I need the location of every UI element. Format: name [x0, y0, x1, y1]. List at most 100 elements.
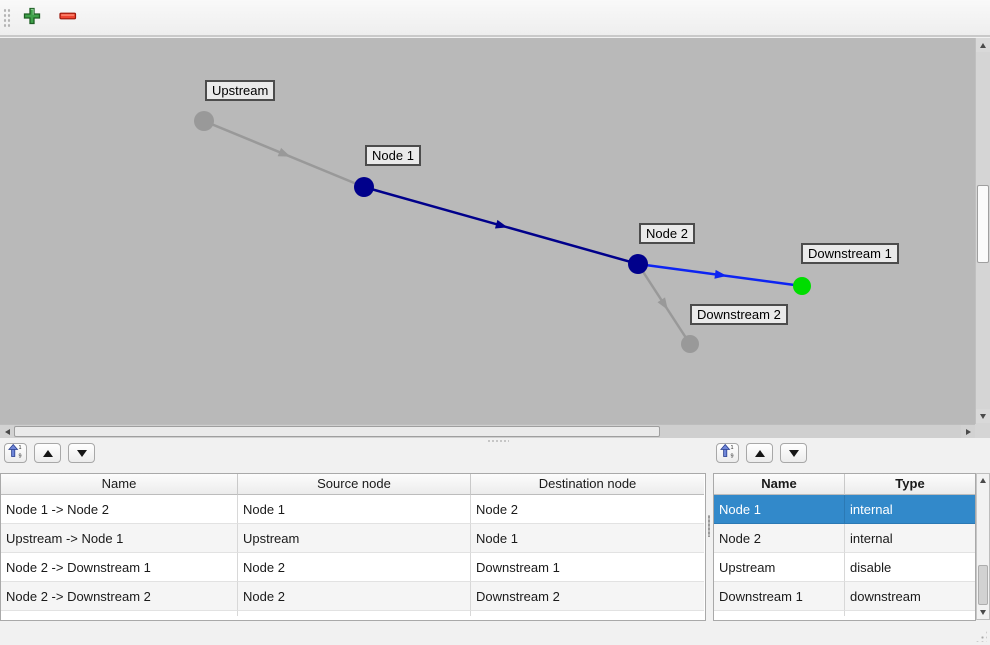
graph-svg: [194, 111, 811, 353]
splitter-grip-icon: [487, 440, 509, 442]
table-header-row: Name Type: [714, 474, 975, 495]
scroll-down-button[interactable]: [977, 606, 989, 619]
column-header[interactable]: Name: [1, 474, 238, 495]
node-label: Node 2: [639, 223, 695, 244]
column-header[interactable]: Source node: [238, 474, 471, 495]
table-cell[interactable]: Downstream 2: [471, 582, 704, 611]
arrow-down-icon: [788, 449, 799, 457]
table-row[interactable]: Upstream disable: [714, 553, 975, 582]
edge-arrow-icon: [277, 147, 291, 157]
sort-ascending-icon: 1 9: [720, 443, 735, 462]
table-cell[interactable]: Node 2: [238, 553, 471, 582]
table-row[interactable]: Node 2 -> Downstream 2 Node 2 Downstream 2: [1, 582, 705, 611]
nodes-table-scrollbar[interactable]: [976, 473, 990, 620]
column-header[interactable]: Destination node: [471, 474, 704, 495]
table-cell[interactable]: internal: [845, 524, 975, 553]
graph-canvas[interactable]: Upstream Node 1 Node 2 Downstream 1 Downstre…: [0, 38, 975, 424]
triangle-left-icon: [4, 428, 10, 435]
table-row[interactable]: Downstream 1 downstream: [714, 582, 975, 611]
table-row[interactable]: Node 1 internal: [714, 495, 975, 524]
triangle-down-icon: [980, 610, 986, 615]
canvas-vertical-scrollbar[interactable]: [975, 38, 990, 424]
table-header-row: Name Source node Destination node: [1, 474, 705, 495]
table-cell[interactable]: internal: [845, 495, 975, 524]
remove-node-button[interactable]: [53, 4, 83, 32]
scroll-up-button[interactable]: [977, 474, 989, 487]
edge-arrow-icon: [657, 297, 668, 310]
links-table[interactable]: Name Source node Destination node Node 1 ->…: [0, 473, 706, 621]
scroll-left-button[interactable]: [0, 425, 14, 438]
nodes-table[interactable]: Name Type Node 1 internal Node 2 internal Upst…: [713, 473, 976, 621]
table-cell[interactable]: Upstream -> Node 1: [1, 524, 238, 553]
table-cell[interactable]: Node 1: [238, 495, 471, 524]
links-toolbar: 1 9: [4, 443, 102, 467]
table-row[interactable]: Node 2 internal: [714, 524, 975, 553]
table-cell[interactable]: Node 1: [714, 495, 845, 524]
empty-partial-row: [714, 611, 975, 616]
scroll-down-button[interactable]: [976, 409, 990, 423]
svg-text:9: 9: [731, 454, 734, 460]
links-sort-button[interactable]: 1 9: [4, 443, 27, 463]
canvas-horizontal-scrollbar[interactable]: [0, 424, 975, 438]
resize-grip-icon[interactable]: [975, 630, 987, 642]
edge-arrow-icon: [714, 269, 727, 279]
column-header[interactable]: Type: [845, 474, 975, 495]
nodes-toolbar: 1 9: [716, 443, 814, 467]
scrollbar-corner: [975, 424, 990, 438]
minus-icon: [58, 6, 78, 29]
horizontal-splitter[interactable]: [0, 438, 990, 443]
node-label: Downstream 1: [801, 243, 899, 264]
table-cell[interactable]: Node 1 -> Node 2: [1, 495, 238, 524]
graph-node-upstream[interactable]: [194, 111, 214, 131]
table-cell[interactable]: Upstream: [238, 524, 471, 553]
edge-arrow-icon: [494, 219, 508, 229]
table-cell[interactable]: Downstream 1: [471, 553, 704, 582]
svg-text:1: 1: [19, 445, 22, 451]
triangle-down-icon: [980, 413, 986, 419]
main-toolbar: [0, 0, 990, 37]
table-cell[interactable]: Node 2: [714, 524, 845, 553]
toolbar-drag-handle[interactable]: [3, 6, 11, 29]
window-bottom-strip: [0, 621, 990, 645]
scroll-right-button[interactable]: [961, 425, 975, 438]
table-cell[interactable]: Node 2 -> Downstream 2: [1, 582, 238, 611]
links-move-down-button[interactable]: [68, 443, 95, 463]
nodes-sort-button[interactable]: 1 9: [716, 443, 739, 463]
column-header[interactable]: Name: [714, 474, 845, 495]
node-label: Upstream: [205, 80, 276, 101]
triangle-up-icon: [980, 478, 986, 483]
node-label: Node 1: [365, 145, 421, 166]
table-cell[interactable]: downstream: [845, 582, 975, 611]
table-cell[interactable]: Upstream: [714, 553, 845, 582]
scroll-up-button[interactable]: [976, 38, 990, 52]
arrow-up-icon: [42, 449, 53, 457]
vertical-splitter[interactable]: [706, 443, 712, 621]
table-row[interactable]: Upstream -> Node 1 Upstream Node 1: [1, 524, 705, 553]
plus-icon: [22, 6, 42, 29]
triangle-up-icon: [980, 42, 986, 48]
table-cell[interactable]: Node 2: [238, 582, 471, 611]
table-cell[interactable]: Downstream 1: [714, 582, 845, 611]
add-node-button[interactable]: [17, 4, 47, 32]
table-row[interactable]: Node 2 -> Downstream 1 Node 2 Downstream 1: [1, 553, 705, 582]
graph-node-downstream1[interactable]: [793, 277, 811, 295]
graph-node-downstream2[interactable]: [681, 335, 699, 353]
graph-node-node2[interactable]: [628, 254, 648, 274]
graph-node-node1[interactable]: [354, 177, 374, 197]
table-cell[interactable]: Node 2: [471, 495, 704, 524]
links-move-up-button[interactable]: [34, 443, 61, 463]
nodes-move-up-button[interactable]: [746, 443, 773, 463]
nodes-move-down-button[interactable]: [780, 443, 807, 463]
table-row[interactable]: Node 1 -> Node 2 Node 1 Node 2: [1, 495, 705, 524]
horizontal-scrollbar-thumb[interactable]: [14, 426, 660, 437]
splitter-grip-icon: [708, 515, 710, 537]
node-label: Downstream 2: [690, 304, 788, 325]
vertical-scrollbar-thumb[interactable]: [977, 185, 989, 263]
table-scrollbar-thumb[interactable]: [978, 565, 988, 605]
table-cell[interactable]: disable: [845, 553, 975, 582]
table-cell[interactable]: Node 1: [471, 524, 704, 553]
triangle-right-icon: [965, 428, 971, 435]
sort-ascending-icon: 1 9: [8, 443, 23, 462]
table-cell[interactable]: Node 2 -> Downstream 1: [1, 553, 238, 582]
